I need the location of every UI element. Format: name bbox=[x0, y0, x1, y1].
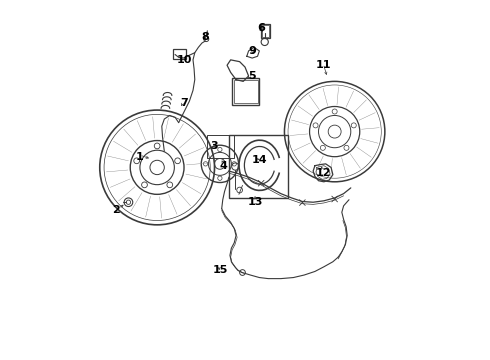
Bar bbox=[229, 135, 288, 198]
Text: 12: 12 bbox=[316, 168, 332, 178]
Bar bbox=[234, 80, 258, 103]
Text: 2: 2 bbox=[112, 206, 120, 216]
Text: 13: 13 bbox=[248, 197, 264, 207]
Text: 11: 11 bbox=[316, 60, 332, 70]
Text: 14: 14 bbox=[251, 155, 267, 165]
Bar bbox=[207, 135, 234, 158]
Text: 6: 6 bbox=[257, 23, 265, 33]
Text: 3: 3 bbox=[211, 141, 219, 151]
Text: 9: 9 bbox=[248, 46, 256, 56]
Bar bbox=[232, 78, 259, 105]
Text: 10: 10 bbox=[176, 55, 192, 65]
Bar bbox=[261, 24, 270, 39]
Bar bbox=[262, 25, 269, 37]
Text: 15: 15 bbox=[212, 265, 227, 275]
Bar bbox=[172, 49, 186, 59]
Text: 4: 4 bbox=[220, 161, 227, 171]
Text: 8: 8 bbox=[202, 32, 209, 41]
Text: 7: 7 bbox=[180, 98, 188, 108]
Text: 5: 5 bbox=[248, 71, 256, 81]
Text: 1: 1 bbox=[135, 152, 143, 162]
